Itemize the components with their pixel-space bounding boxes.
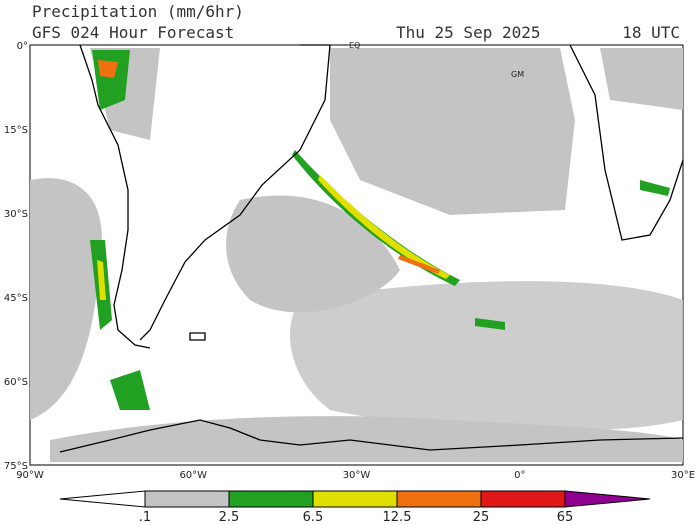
subtitle: GFS 024 Hour Forecast xyxy=(32,23,234,42)
lon-label: 60°W xyxy=(179,470,207,481)
markers: EQ GM xyxy=(349,41,524,79)
legend-label: .1 xyxy=(139,510,151,525)
legend-label: 25 xyxy=(473,510,490,525)
lat-label: 15°S xyxy=(4,125,28,136)
marker: EQ xyxy=(349,41,360,50)
lon-labels: 90°W 60°W 30°W 0° 30°E xyxy=(16,470,695,481)
title: Precipitation (mm/6hr) xyxy=(32,2,244,21)
legend-label: 12.5 xyxy=(383,510,412,525)
lat-labels: 0° 15°S 30°S 45°S 60°S 75°S xyxy=(4,41,28,472)
legend-label: 65 xyxy=(557,510,574,525)
legend-labels: .1 2.5 6.5 12.5 25 65 xyxy=(139,510,573,525)
lat-label: 30°S xyxy=(4,209,28,220)
lat-label: 45°S xyxy=(4,293,28,304)
marker: GM xyxy=(511,70,524,79)
colorbar xyxy=(59,490,651,508)
map: EQ GM xyxy=(29,41,684,466)
lon-label: 0° xyxy=(514,470,525,481)
lon-label: 90°W xyxy=(16,470,44,481)
legend-label: 6.5 xyxy=(303,510,324,525)
lon-label: 30°E xyxy=(671,470,695,481)
lon-label: 30°W xyxy=(343,470,371,481)
lat-label: 60°S xyxy=(4,377,28,388)
date: Thu 25 Sep 2025 xyxy=(396,23,541,42)
time: 18 UTC xyxy=(622,23,680,42)
legend-label: 2.5 xyxy=(219,510,240,525)
lat-label: 75°S xyxy=(4,461,28,472)
lat-label: 0° xyxy=(17,41,28,52)
